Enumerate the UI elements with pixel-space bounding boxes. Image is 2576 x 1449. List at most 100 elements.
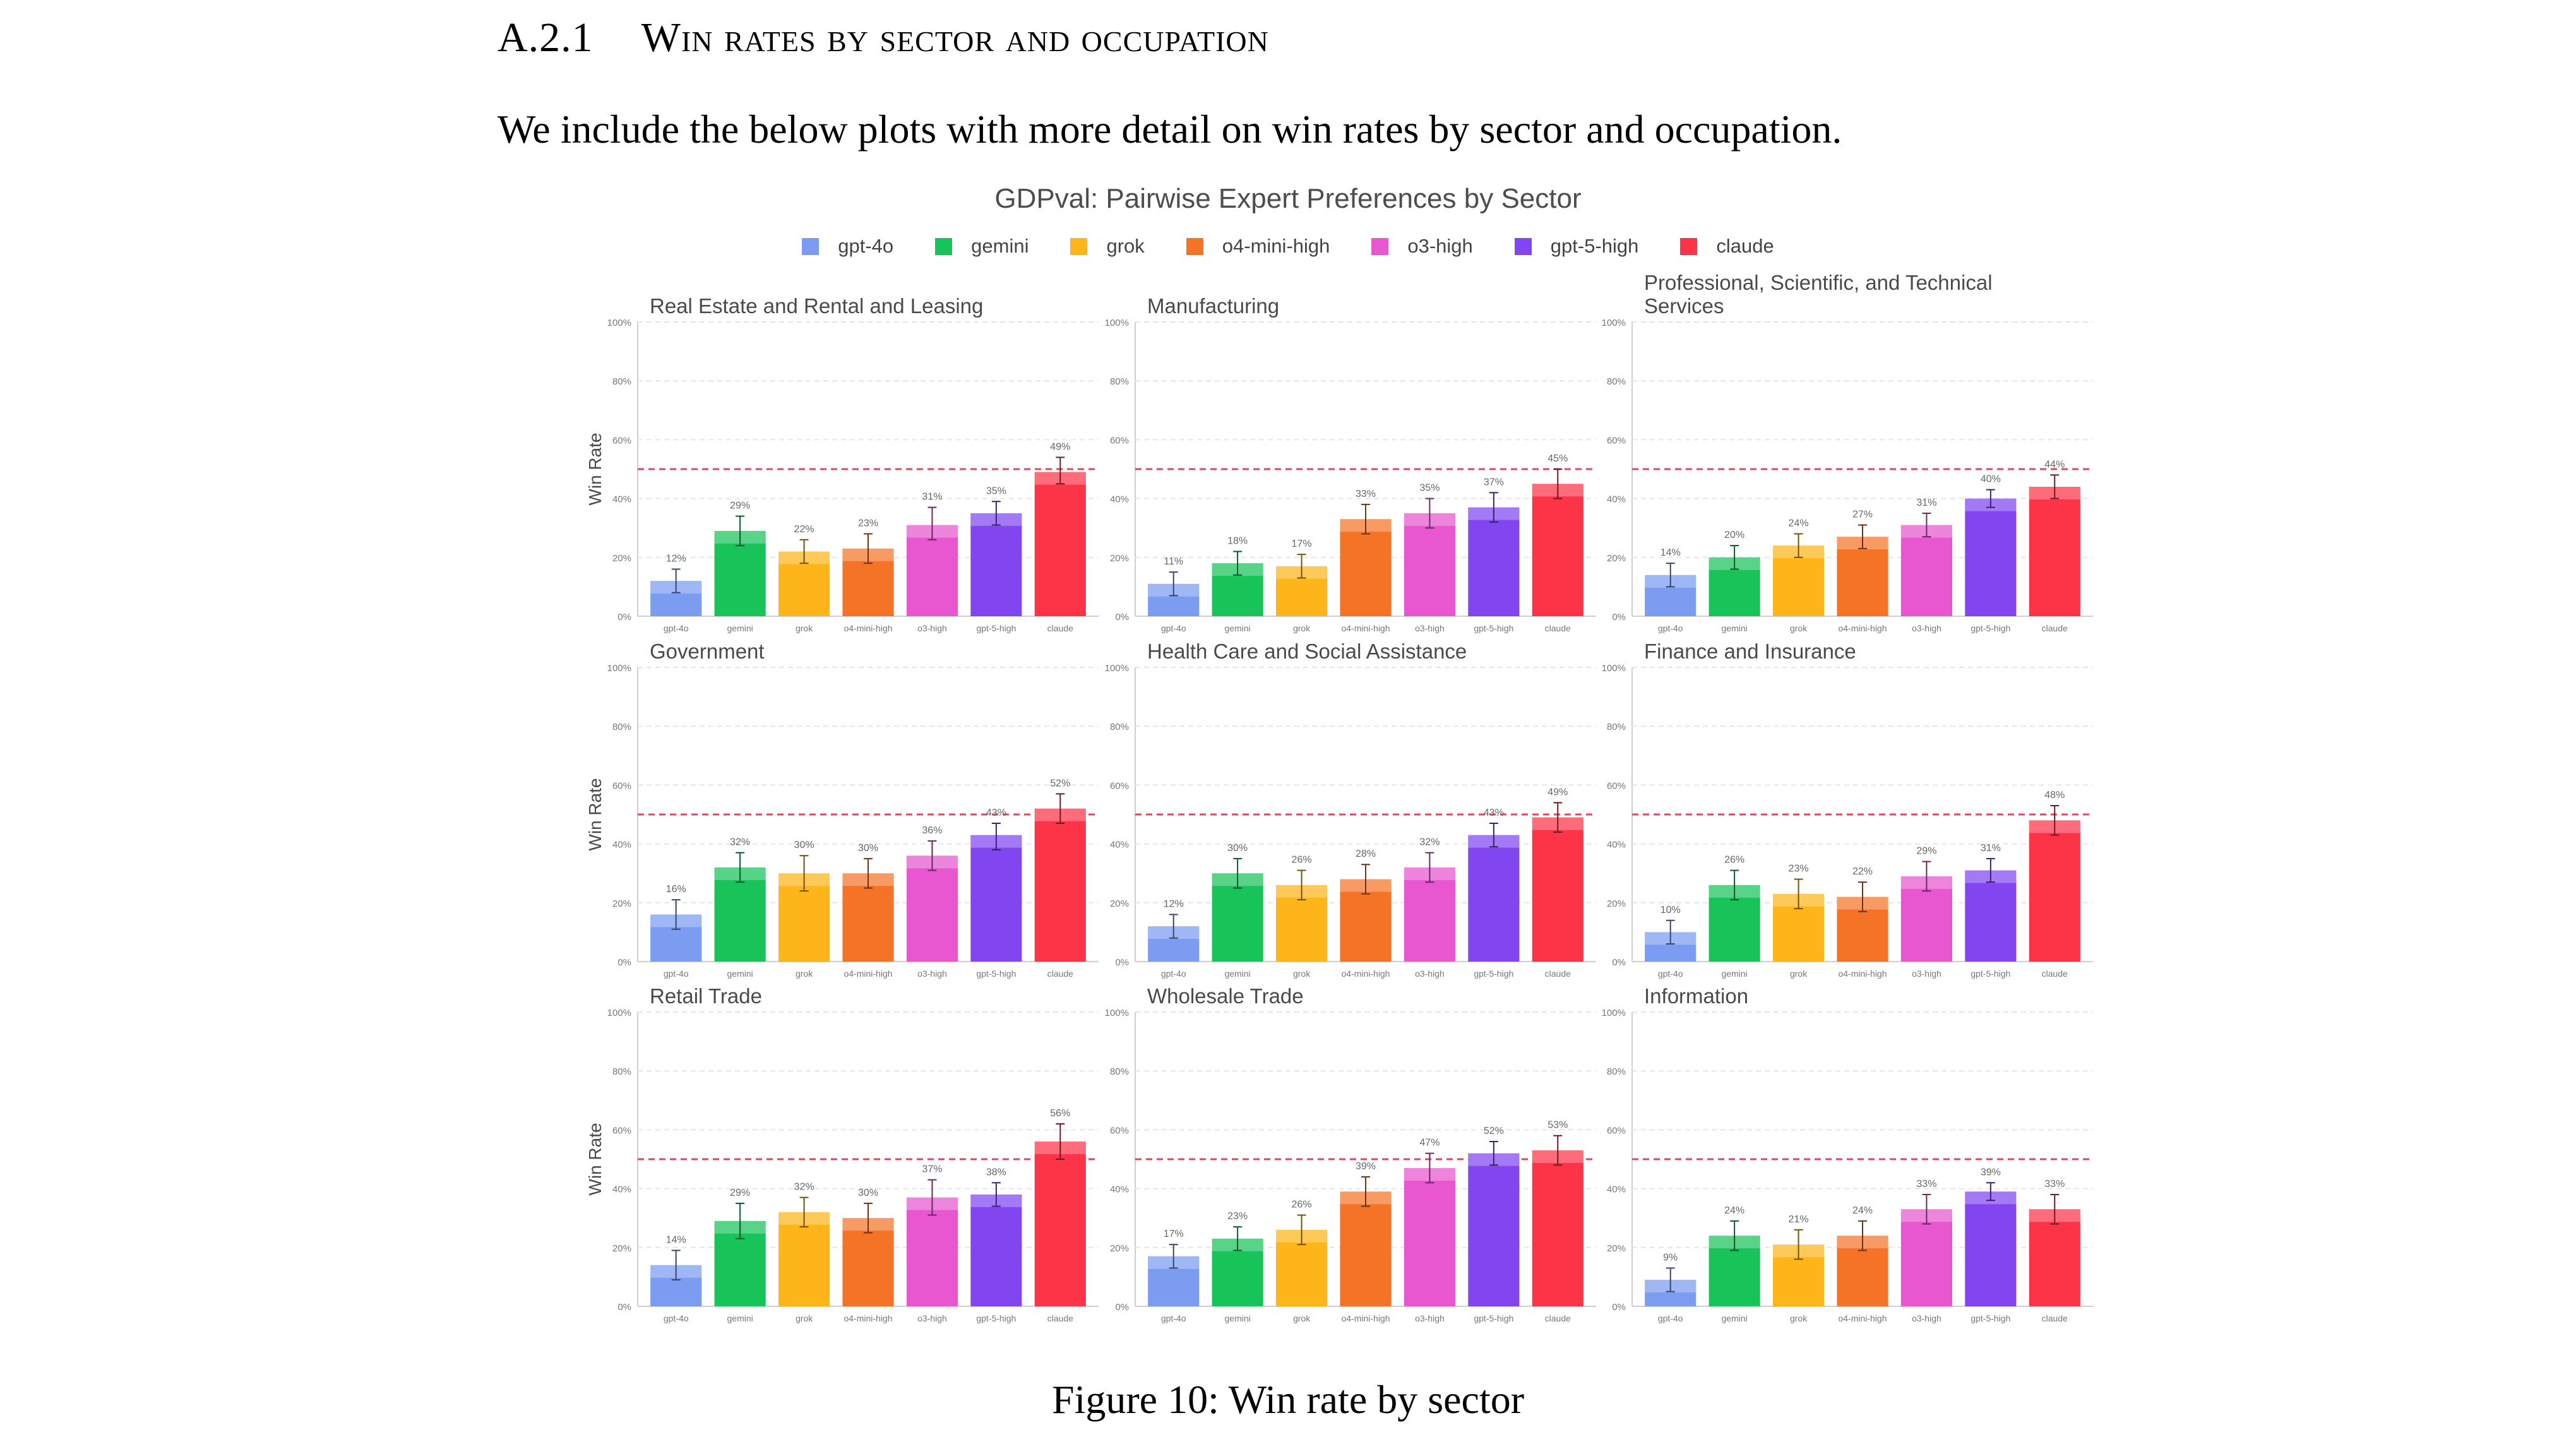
- section-number: A.2.1: [498, 15, 593, 61]
- x-tick-label: grok: [1293, 969, 1311, 979]
- x-tick-label: grok: [1790, 623, 1808, 633]
- y-tick-label: 0%: [617, 957, 631, 968]
- intro-paragraph: We include the below plots with more det…: [498, 107, 1842, 152]
- x-tick-label: gpt-5-high: [976, 1313, 1016, 1323]
- legend-label: gpt-5-high: [1550, 235, 1639, 257]
- chart-title-line: Professional, Scientific, and Technical: [1644, 271, 1993, 294]
- y-tick-label: 0%: [1612, 1302, 1626, 1313]
- y-tick-label: 60%: [612, 435, 631, 446]
- value-label: 39%: [1981, 1167, 2001, 1178]
- value-label: 22%: [794, 524, 814, 535]
- value-label: 26%: [1292, 855, 1312, 866]
- value-label: 10%: [1661, 905, 1681, 915]
- legend-swatch: [1070, 237, 1088, 255]
- value-label: 31%: [1916, 498, 1936, 508]
- chart-title-line: Manufacturing: [1147, 294, 1279, 318]
- value-label: 33%: [1916, 1179, 1936, 1190]
- x-tick-label: o3-high: [917, 623, 947, 633]
- value-label: 56%: [1050, 1108, 1070, 1119]
- value-label: 31%: [1981, 843, 2001, 854]
- sector-chart: Health Care and Social Assistance 0% 20% 40…: [1105, 640, 1596, 979]
- y-tick-label: 100%: [1105, 663, 1129, 674]
- y-tick-label: 20%: [1110, 553, 1129, 564]
- y-tick-label: 100%: [1105, 1008, 1129, 1018]
- sector-chart: Manufacturing 0% 20% 40% 60% 80% 100% 11% gpt-4o…: [1105, 294, 1596, 633]
- y-tick-label: 100%: [1105, 318, 1129, 328]
- value-label: 9%: [1663, 1252, 1678, 1263]
- value-label: 43%: [1484, 808, 1504, 818]
- value-label: 12%: [1164, 898, 1184, 909]
- bar-gpt-5-high: [970, 1194, 1022, 1306]
- chart-title-line: Services: [1644, 294, 1724, 318]
- value-label: 31%: [922, 492, 942, 503]
- value-label: 26%: [1724, 855, 1744, 866]
- y-tick-label: 0%: [1115, 1302, 1129, 1313]
- value-label: 24%: [1789, 518, 1809, 529]
- bar-o4-mini-high: [1837, 537, 1888, 616]
- x-tick-label: gpt-5-high: [976, 623, 1016, 633]
- y-tick-label: 40%: [612, 1184, 631, 1195]
- x-tick-label: gpt-5-high: [1474, 1313, 1513, 1323]
- bar-gpt-5-high: [1965, 498, 2017, 616]
- value-label: 30%: [1227, 843, 1248, 854]
- x-tick-label: gemini: [1722, 1313, 1748, 1323]
- bar-claude: [2029, 1209, 2080, 1306]
- bar-claude: [1034, 1142, 1086, 1306]
- bar-gpt-5-high: [1965, 1191, 2017, 1306]
- x-tick-label: gemini: [1225, 1313, 1251, 1323]
- y-tick-label: 60%: [1110, 435, 1129, 446]
- value-label: 23%: [1789, 864, 1809, 874]
- value-label: 17%: [1164, 1229, 1184, 1239]
- value-label: 52%: [1484, 1126, 1504, 1136]
- x-tick-label: gpt-4o: [1658, 1313, 1683, 1323]
- bar-gpt-5-high: [1468, 507, 1520, 616]
- x-tick-label: gpt-4o: [1658, 969, 1683, 979]
- y-tick-label: 20%: [1607, 553, 1626, 564]
- y-tick-label: 100%: [607, 663, 631, 674]
- y-tick-label: 60%: [1607, 435, 1626, 446]
- value-label: 48%: [2044, 790, 2065, 801]
- x-tick-label: grok: [1293, 1313, 1311, 1323]
- x-tick-label: o4-mini-high: [1341, 969, 1390, 979]
- x-tick-label: o3-high: [1912, 1313, 1941, 1323]
- y-tick-label: 20%: [612, 1243, 631, 1254]
- x-tick-label: gpt-4o: [664, 1313, 689, 1323]
- bar-o3-high: [1404, 1167, 1455, 1306]
- legend-swatch: [1186, 237, 1203, 255]
- x-tick-label: gpt-4o: [1658, 623, 1683, 633]
- value-label: 52%: [1050, 778, 1070, 789]
- x-tick-label: grok: [1293, 623, 1311, 633]
- x-tick-label: o4-mini-high: [1838, 623, 1887, 633]
- section-title: Win rates by sector and occupation: [641, 15, 1269, 61]
- y-tick-label: 100%: [1602, 663, 1626, 674]
- y-tick-label: 80%: [612, 722, 631, 732]
- value-label: 47%: [1419, 1138, 1440, 1148]
- value-label: 14%: [1661, 547, 1681, 558]
- sector-chart: Government 0% 20% 40% 60% 80% 100% Win Rate 16% g…: [585, 640, 1099, 979]
- bar-gpt-5-high: [970, 513, 1022, 616]
- y-tick-label: 60%: [1607, 1125, 1626, 1136]
- legend-swatch: [935, 237, 953, 255]
- value-label: 20%: [1724, 530, 1744, 540]
- x-tick-label: o3-high: [1912, 969, 1941, 979]
- y-tick-label: 0%: [1115, 612, 1129, 623]
- y-tick-label: 0%: [1612, 612, 1626, 623]
- y-tick-label: 60%: [1110, 1125, 1129, 1136]
- x-tick-label: gemini: [727, 1313, 753, 1323]
- y-tick-label: 40%: [1607, 840, 1626, 850]
- x-tick-label: gemini: [1225, 969, 1251, 979]
- value-label: 26%: [1292, 1200, 1312, 1210]
- y-tick-label: 80%: [612, 376, 631, 387]
- y-tick-label: 60%: [1110, 780, 1129, 791]
- chart-title-line: Health Care and Social Assistance: [1147, 640, 1467, 663]
- value-label: 22%: [1852, 866, 1873, 877]
- x-tick-label: gpt-5-high: [1971, 1313, 2010, 1323]
- y-tick-label: 80%: [612, 1066, 631, 1077]
- x-tick-label: gpt-4o: [1161, 1313, 1186, 1323]
- sector-chart: Retail Trade 0% 20% 40% 60% 80% 100% Win Rate 14…: [585, 984, 1099, 1323]
- bar-claude: [2029, 820, 2080, 962]
- value-label: 32%: [794, 1182, 814, 1193]
- value-label: 36%: [922, 825, 942, 836]
- bar-claude: [1532, 484, 1583, 616]
- x-tick-label: o4-mini-high: [1838, 1313, 1887, 1323]
